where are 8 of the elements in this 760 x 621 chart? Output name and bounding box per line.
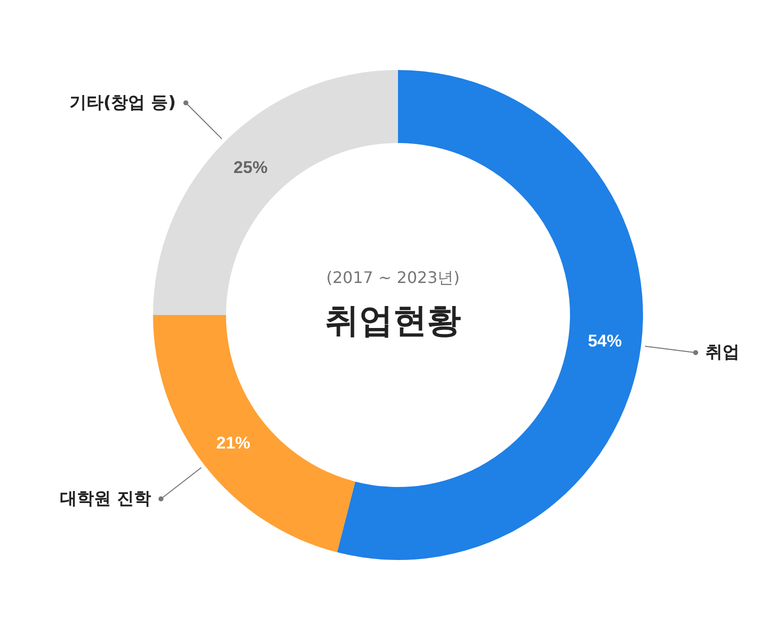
text: (2017 ~ 2023년) bbox=[325, 268, 461, 289]
slice-label: 대학원 진학 bbox=[60, 488, 151, 509]
data-label: 25% bbox=[234, 158, 268, 178]
data-label: 54% bbox=[588, 332, 622, 351]
slice-label: 취업 bbox=[706, 342, 740, 363]
data-label: 21% bbox=[216, 433, 250, 452]
text: 취업현황 bbox=[324, 300, 462, 343]
slice-label: 기타(창업 등) bbox=[69, 92, 176, 113]
